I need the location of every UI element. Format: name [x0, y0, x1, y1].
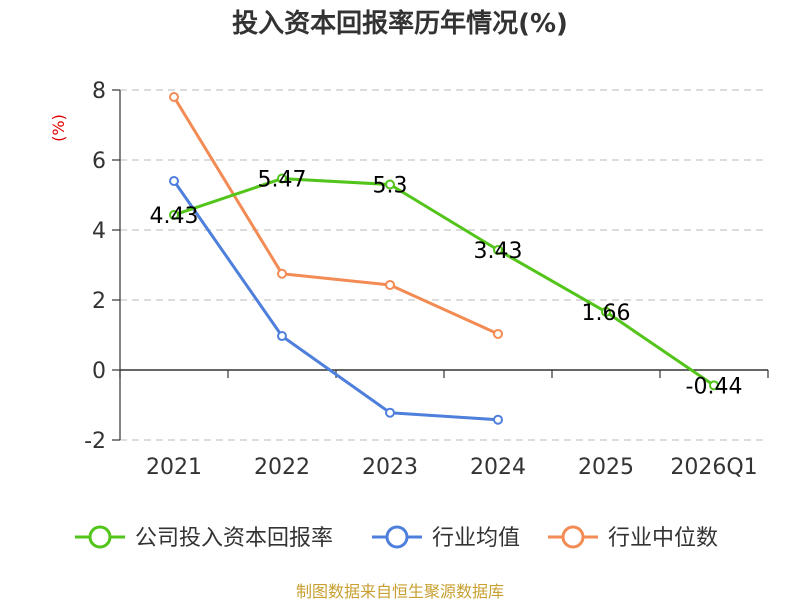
data-label: -0.44: [686, 374, 743, 399]
series-point-0: [709, 380, 719, 391]
series-point-1: [277, 331, 287, 342]
x-tick-label: 2025: [578, 455, 634, 480]
legend-label: 行业中位数: [608, 526, 718, 551]
data-label: 4.43: [150, 204, 199, 229]
legend-item-0[interactable]: 公司投入资本回报率: [75, 525, 333, 551]
data-label: 1.66: [582, 301, 631, 326]
y-tick-label: 8: [92, 79, 106, 104]
data-label: 3.43: [474, 239, 523, 264]
legend-swatch-marker: [88, 525, 112, 549]
x-tick-label: 2022: [254, 455, 310, 480]
series-point-0: [601, 306, 611, 317]
legend-label: 公司投入资本回报率: [135, 526, 333, 551]
y-tick-label: 2: [92, 289, 106, 314]
data-labels: 4.43 5.47 5.3 3.43 1.66 -0.44: [150, 168, 743, 400]
y-tick-label: 0: [92, 359, 106, 384]
y-tick-label: 4: [92, 219, 106, 244]
x-tick-label: 2026Q1: [670, 455, 757, 480]
series-point-1: [385, 407, 395, 418]
series-line-0: [173, 177, 715, 387]
series-point-2: [277, 268, 287, 279]
legend-swatch-marker: [385, 525, 409, 549]
legend-label: 行业均值: [432, 526, 520, 551]
legend[interactable]: 公司投入资本回报率 行业均值 行业中位数: [75, 525, 718, 551]
data-label: 5.3: [373, 174, 408, 199]
series-point-2: [169, 92, 179, 102]
y-axis-unit: (%): [49, 114, 68, 142]
series-point-1: [169, 176, 179, 186]
y-tick-label: -2: [84, 429, 106, 454]
series-line-1: [172, 180, 499, 422]
series-point-2: [493, 328, 503, 339]
x-tick-label: 2024: [470, 455, 526, 480]
series-point-0: [385, 179, 395, 190]
source-note: 制图数据来自恒生聚源数据库: [296, 582, 504, 600]
legend-item-1[interactable]: 行业均值: [372, 525, 520, 551]
axes: -2 0 2 4 6 8 2021 2022 2023 2024 2025 2026Q1: [84, 79, 769, 480]
y-tick-label: 6: [92, 149, 106, 174]
series: [169, 92, 719, 425]
legend-item-2[interactable]: 行业中位数: [548, 525, 718, 551]
series-line-2: [172, 96, 499, 336]
data-label: 5.47: [258, 168, 307, 193]
legend-swatch-marker: [561, 525, 585, 549]
series-point-0: [169, 209, 179, 220]
series-point-1: [493, 414, 503, 425]
x-tick-label: 2023: [362, 455, 418, 480]
chart-title: 投入资本回报率历年情况(%): [232, 8, 568, 39]
series-point-2: [385, 279, 395, 290]
grid: [120, 89, 768, 441]
x-tick-label: 2021: [146, 455, 202, 480]
series-point-0: [277, 173, 287, 184]
series-point-0: [493, 244, 503, 255]
